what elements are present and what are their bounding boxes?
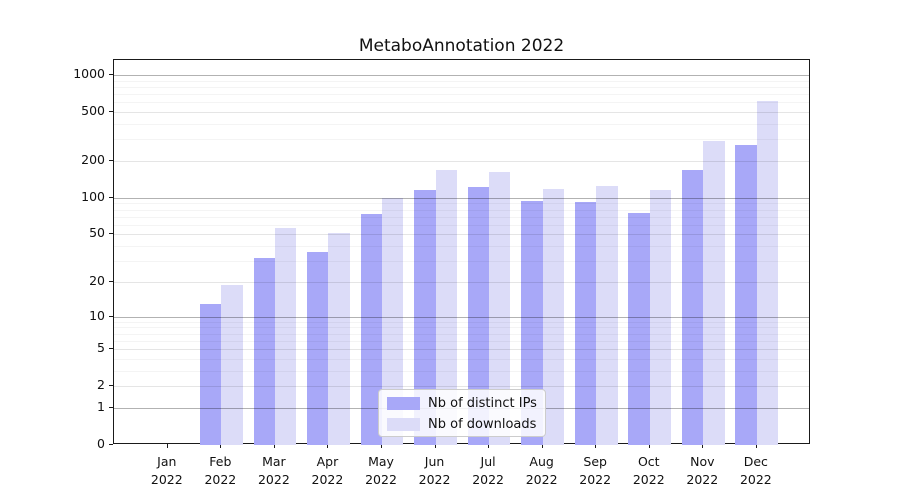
bar-nb-of-distinct-ips-mar [253,257,275,445]
y-tick-label-100: 100 [81,188,105,204]
bar-nb-of-downloads-jun [435,169,457,445]
x-tick-label-feb: Feb 2022 [204,454,237,487]
bar-nb-of-distinct-ips-feb [199,303,222,445]
legend-item-distinct-ips: Nb of distinct IPs [379,396,545,411]
y-tick-100 [109,196,113,198]
bar-nb-of-downloads-feb [221,284,243,445]
x-tick-label-jul: Jul 2022 [472,454,504,487]
bar-nb-of-distinct-ips-jun [414,190,436,445]
bar-nb-of-distinct-ips-apr [307,251,329,445]
y-tick-50 [109,233,113,235]
y-tick-2 [109,385,113,387]
y-tick-200 [109,159,113,161]
x-tick-aug [541,444,543,448]
x-tick-jun [434,444,436,448]
plot-area [113,59,810,445]
bar-nb-of-downloads-aug [542,188,565,445]
bar-nb-of-distinct-ips-may [360,213,382,445]
x-tick-apr [327,444,329,448]
x-tick-label-jan: Jan 2022 [150,454,183,487]
x-tick-mar [273,444,275,448]
gridline-800 [114,86,809,88]
legend-label-distinct-ips: Nb of distinct IPs [428,396,537,411]
legend-item-downloads: Nb of downloads [379,417,545,432]
y-tick-label-20: 20 [89,272,105,288]
bar-nb-of-distinct-ips-oct [628,213,650,445]
y-tick-label-200: 200 [81,151,105,167]
x-tick-dec [755,444,757,448]
bar-nb-of-distinct-ips-jul [467,187,490,445]
gridline-900 [114,80,809,82]
y-tick-1 [109,406,113,408]
x-tick-sep [595,444,597,448]
gridline-700 [114,94,809,96]
y-tick-label-2: 2 [97,377,105,393]
y-tick-5 [109,348,113,350]
y-tick-500 [109,111,113,113]
x-tick-label-nov: Nov 2022 [686,454,719,487]
bar-nb-of-downloads-mar [274,227,297,445]
chart-title: MetaboAnnotation 2022 [358,36,565,56]
gridline-500 [114,112,809,114]
x-tick-may [381,444,382,448]
bar-nb-of-downloads-sep [596,185,618,445]
bar-nb-of-distinct-ips-sep [574,201,597,445]
y-tick-label-10: 10 [89,307,105,323]
x-tick-label-may: May 2022 [365,454,397,487]
x-tick-label-oct: Oct 2022 [632,454,665,487]
x-tick-nov [702,444,704,448]
y-tick-label-500: 500 [81,103,105,119]
x-tick-label-dec: Dec 2022 [739,454,772,487]
y-tick-label-50: 50 [89,225,105,241]
bar-nb-of-distinct-ips-dec [735,144,757,445]
gridline-400 [114,123,809,125]
y-tick-10 [109,315,113,317]
x-tick-oct [648,444,650,448]
gridline-600 [114,102,809,104]
x-tick-label-apr: Apr 2022 [311,454,344,487]
bar-nb-of-downloads-oct [649,189,672,445]
bar-nb-of-downloads-apr [328,233,350,445]
bar-nb-of-downloads-jul [489,172,511,445]
bar-nb-of-distinct-ips-aug [521,201,543,445]
y-tick-label-1: 1 [97,398,105,414]
legend: Nb of distinct IPs Nb of downloads [378,389,546,437]
legend-swatch-distinct-ips [387,397,420,410]
x-tick-jan [166,444,168,448]
gridline-1000 [114,75,809,76]
x-tick-label-mar: Mar 2022 [257,454,290,487]
x-tick-label-aug: Aug 2022 [525,454,558,487]
y-tick-label-1000: 1000 [73,66,105,81]
y-tick-label-0: 0 [97,436,105,451]
y-tick-label-5: 5 [97,340,105,356]
bar-nb-of-distinct-ips-nov [681,169,704,445]
bar-nb-of-downloads-nov [703,141,725,445]
y-tick-20 [109,280,113,282]
x-tick-label-jun: Jun 2022 [418,454,451,487]
legend-label-downloads: Nb of downloads [428,417,537,432]
x-tick-jul [488,444,490,448]
bar-nb-of-downloads-dec [756,101,779,445]
y-tick-1000 [109,74,113,75]
x-tick-label-sep: Sep 2022 [579,454,612,487]
bar-nb-of-downloads-may [382,197,404,445]
x-tick-feb [220,444,222,448]
y-tick-0 [109,444,113,445]
legend-swatch-downloads [387,418,420,431]
